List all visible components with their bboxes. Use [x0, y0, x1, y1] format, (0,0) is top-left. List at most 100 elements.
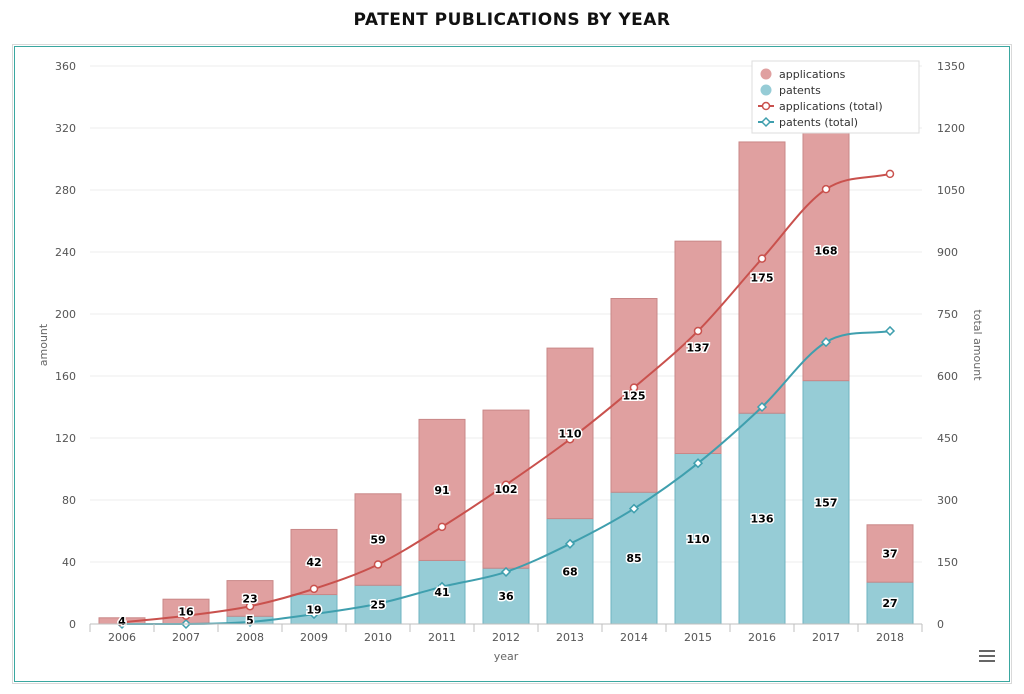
- legend-swatch-marker: [760, 116, 772, 128]
- label-applications-2010: 59: [370, 534, 385, 547]
- chart-frame: [12, 44, 1012, 684]
- y-tick-label: 200: [55, 308, 76, 321]
- legend: applications patents applications (total) p…: [751, 60, 920, 134]
- label-applications-2016: 175: [751, 272, 774, 285]
- lines: [116, 169, 896, 630]
- bar-applications-2014: [610, 298, 658, 493]
- label-patents-2018: 27: [882, 597, 897, 610]
- bar-patents-2016: [738, 412, 786, 625]
- label-applications-2015: 137: [687, 341, 710, 354]
- point-applications-total-2017: [821, 184, 831, 194]
- point-applications-total-2013: [565, 434, 575, 444]
- y2-tick-label: 900: [937, 246, 958, 259]
- y2-tick-label: 450: [937, 432, 958, 445]
- legend-label[interactable]: patents: [779, 84, 821, 97]
- legend-label[interactable]: patents (total): [779, 116, 858, 129]
- legend-swatch-marker: [761, 101, 771, 111]
- label-patents-2013: 68: [562, 565, 577, 578]
- axes: 0 40 80 120 160 200 240 280 320 360 0 150 300 450 600 7…: [37, 60, 984, 663]
- point-patents-total-2016: [756, 401, 768, 413]
- x-tick-label: 2009: [300, 631, 328, 644]
- bar-patents-2017: [802, 380, 850, 625]
- y-tick-label: 160: [55, 370, 76, 383]
- label-applications-2008: 23: [242, 592, 257, 605]
- label-applications-2011: 91: [434, 484, 449, 497]
- point-applications-total-2011: [437, 522, 447, 532]
- x-tick-label: 2016: [748, 631, 776, 644]
- y-tick-label: 120: [55, 432, 76, 445]
- legend-label[interactable]: applications: [779, 68, 846, 81]
- label-applications-2013: 110: [559, 427, 582, 440]
- y-tick-label: 280: [55, 184, 76, 197]
- bar-applications-2017: [802, 119, 850, 382]
- y2-tick-label: 600: [937, 370, 958, 383]
- label-patents-2009: 19: [306, 603, 321, 616]
- x-tick-label: 2010: [364, 631, 392, 644]
- legend-label[interactable]: applications (total): [779, 100, 883, 113]
- y-tick-label: 360: [55, 60, 76, 73]
- label-patents-2014: 85: [626, 552, 641, 565]
- data-labels: 4 16 5 23 19 42 25 59 41 91 36 102 68 110 85 125 110 137 1…: [117, 243, 899, 629]
- chart-title: PATENT PUBLICATIONS BY YEAR: [353, 10, 671, 30]
- x-tick-label: 2013: [556, 631, 584, 644]
- bar-patents-2014: [610, 491, 658, 625]
- x-tick-label: 2008: [236, 631, 264, 644]
- legend-box: [751, 60, 920, 134]
- point-applications-total-2014: [629, 383, 639, 392]
- y-tick-label: 0: [69, 618, 76, 631]
- label-patents-2011: 41: [434, 586, 449, 599]
- label-applications-2014: 125: [623, 389, 646, 402]
- point-patents-total-2017: [820, 337, 832, 348]
- label-patents-2016: 136: [751, 513, 774, 526]
- bar-applications-2012: [482, 409, 530, 569]
- label-patents-2008: 5: [246, 614, 254, 627]
- point-applications-total-2015: [693, 326, 703, 336]
- y2-axis-title: total amount: [971, 309, 984, 381]
- label-applications-2012: 102: [495, 483, 518, 496]
- y-tick-label: 40: [62, 556, 76, 569]
- point-patents-total-2013: [564, 538, 576, 549]
- x-tick-label: 2006: [108, 631, 136, 644]
- y2-tick-label: 750: [937, 308, 958, 321]
- x-tick-label: 2007: [172, 631, 200, 644]
- point-patents-total-2018: [884, 325, 896, 337]
- label-patents-2010: 25: [370, 599, 385, 612]
- y2-tick-label: 1200: [937, 122, 965, 135]
- point-patents-total-2010: [372, 598, 384, 609]
- label-applications-2007: 16: [178, 606, 194, 619]
- x-tick-label: 2015: [684, 631, 712, 644]
- y2-tick-label: 150: [937, 556, 958, 569]
- bar-applications-2018: [866, 524, 914, 583]
- bars: [98, 119, 914, 625]
- legend-swatch: [760, 84, 772, 96]
- point-applications-total-2018: [885, 169, 895, 179]
- point-applications-total-2007: [181, 611, 191, 620]
- y-axis-title: amount: [37, 323, 50, 366]
- legend-swatch: [760, 68, 772, 80]
- x-tick-label: 2012: [492, 631, 520, 644]
- y-tick-label: 240: [55, 246, 76, 259]
- point-applications-total-2008: [245, 601, 255, 611]
- label-patents-2017: 157: [815, 496, 838, 509]
- x-tick-label: 2018: [876, 631, 904, 644]
- bar-applications-2010: [354, 493, 402, 586]
- x-tick-label: 2014: [620, 631, 648, 644]
- point-applications-total-2010: [373, 560, 383, 569]
- y2-tick-label: 0: [937, 618, 944, 631]
- point-applications-total-2012: [501, 480, 511, 489]
- y-tick-label: 80: [62, 494, 76, 507]
- x-axis-title: year: [494, 650, 519, 663]
- point-patents-total-2015: [692, 458, 704, 469]
- label-applications-2017: 168: [815, 244, 838, 257]
- point-patents-total-2012: [500, 566, 512, 577]
- y2-tick-label: 300: [937, 494, 958, 507]
- label-patents-2012: 36: [498, 590, 514, 603]
- point-patents-total-2014: [628, 503, 640, 514]
- point-patents-total-2009: [308, 609, 320, 620]
- x-tick-label: 2011: [428, 631, 456, 644]
- label-applications-2009: 42: [306, 556, 321, 569]
- bar-patents-2015: [674, 453, 722, 625]
- chart-menu-icon[interactable]: [979, 650, 995, 664]
- x-tick-label: 2017: [812, 631, 840, 644]
